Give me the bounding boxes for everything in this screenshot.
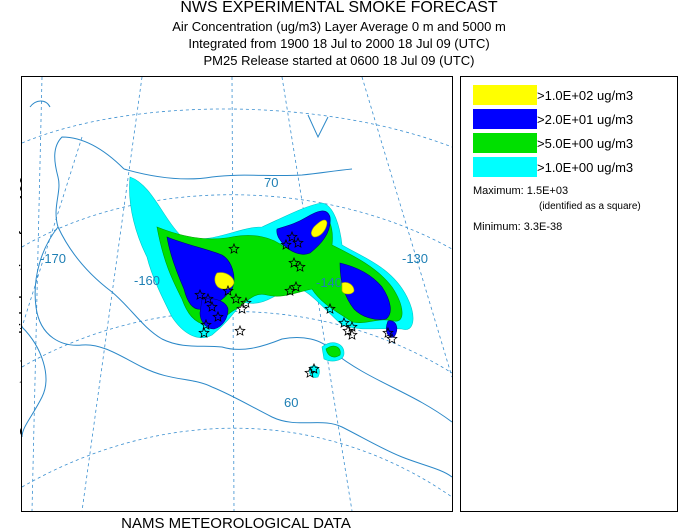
source-star-icon bbox=[194, 288, 206, 300]
latitude-label-70: 70 bbox=[264, 175, 278, 190]
legend-label: >1.0E+02 ug/m3 bbox=[537, 87, 634, 103]
maximum-note: (identified as a square) bbox=[539, 201, 641, 212]
longitude-label-170: -170 bbox=[40, 251, 66, 266]
source-star-icon bbox=[292, 236, 304, 248]
legend-label: >2.0E+01 ug/m3 bbox=[537, 111, 634, 127]
longitude-line bbox=[31, 77, 43, 511]
source-star-icon bbox=[324, 302, 336, 314]
source-star-icon bbox=[230, 292, 242, 304]
legend-swatch-blue bbox=[473, 109, 537, 129]
legend-entry: >1.0E+00 ug/m3 bbox=[473, 157, 633, 177]
source-star-icon bbox=[228, 242, 240, 254]
longitude-label-160: -160 bbox=[134, 273, 160, 288]
meteorological-data-label: NAMS METEOROLOGICAL DATA bbox=[121, 515, 351, 532]
legend-entry: >5.0E+00 ug/m3 bbox=[473, 133, 633, 153]
source-star-icon bbox=[346, 320, 358, 332]
latitude-line bbox=[22, 194, 452, 250]
release-start: PM25 Release started at 0600 18 Jul 09 (… bbox=[203, 53, 475, 68]
concentration-yellow-layer bbox=[214, 219, 355, 295]
source-star-icon bbox=[304, 366, 316, 378]
maximum-value: Maximum: 1.5E+03 bbox=[473, 185, 569, 197]
source-star-icon bbox=[200, 318, 212, 330]
source-star-icon bbox=[280, 238, 292, 250]
source-star-icon bbox=[346, 328, 358, 340]
source-star-icon bbox=[338, 316, 350, 328]
latitude-line bbox=[22, 311, 452, 374]
smoke-forecast-map: 70 60 -170 -160 -140 -130 bbox=[21, 76, 453, 512]
longitude-line bbox=[361, 77, 452, 378]
legend-swatch-yellow bbox=[473, 85, 537, 105]
source-star-icon bbox=[206, 300, 218, 312]
source-star-icon bbox=[236, 302, 248, 314]
latitude-line bbox=[22, 427, 452, 498]
source-star-icon bbox=[288, 256, 300, 268]
latitude-label-60: 60 bbox=[284, 395, 298, 410]
legend-entry: >2.0E+01 ug/m3 bbox=[473, 109, 633, 129]
legend-panel: >1.0E+02 ug/m3 >2.0E+01 ug/m3 >5.0E+00 u… bbox=[460, 76, 678, 512]
source-star-icon bbox=[240, 296, 252, 308]
source-markers bbox=[194, 230, 398, 378]
source-star-icon bbox=[234, 324, 246, 336]
longitude-line bbox=[81, 77, 143, 511]
source-star-icon bbox=[198, 326, 210, 338]
map-canvas: 70 60 -170 -160 -140 -130 bbox=[22, 77, 452, 511]
legend-swatch-cyan bbox=[473, 157, 537, 177]
source-star-icon bbox=[286, 230, 298, 242]
source-star-icon bbox=[382, 326, 394, 338]
longitude-line bbox=[22, 136, 83, 328]
source-star-icon bbox=[386, 332, 398, 344]
longitude-label-130: -130 bbox=[402, 251, 428, 266]
longitude-label-140: -140 bbox=[316, 275, 342, 290]
coastline bbox=[22, 100, 452, 478]
latitude-line bbox=[22, 108, 452, 148]
source-star-icon bbox=[212, 310, 224, 322]
source-star-icon bbox=[202, 292, 214, 304]
source-star-icon bbox=[222, 284, 234, 296]
source-star-icon bbox=[294, 260, 306, 272]
source-star-icon bbox=[290, 280, 302, 292]
legend-swatch-green bbox=[473, 133, 537, 153]
longitude-line bbox=[281, 77, 353, 511]
forecast-title: NWS EXPERIMENTAL SMOKE FORECAST bbox=[180, 0, 498, 16]
concentration-description: Air Concentration (ug/m3) Layer Average … bbox=[172, 19, 506, 34]
integration-period: Integrated from 1900 18 Jul to 2000 18 J… bbox=[188, 36, 490, 51]
legend-label: >1.0E+00 ug/m3 bbox=[537, 159, 634, 175]
legend-label: >5.0E+00 ug/m3 bbox=[537, 135, 634, 151]
minimum-value: Minimum: 3.3E-38 bbox=[473, 221, 563, 233]
legend-entry: >1.0E+02 ug/m3 bbox=[473, 85, 633, 105]
